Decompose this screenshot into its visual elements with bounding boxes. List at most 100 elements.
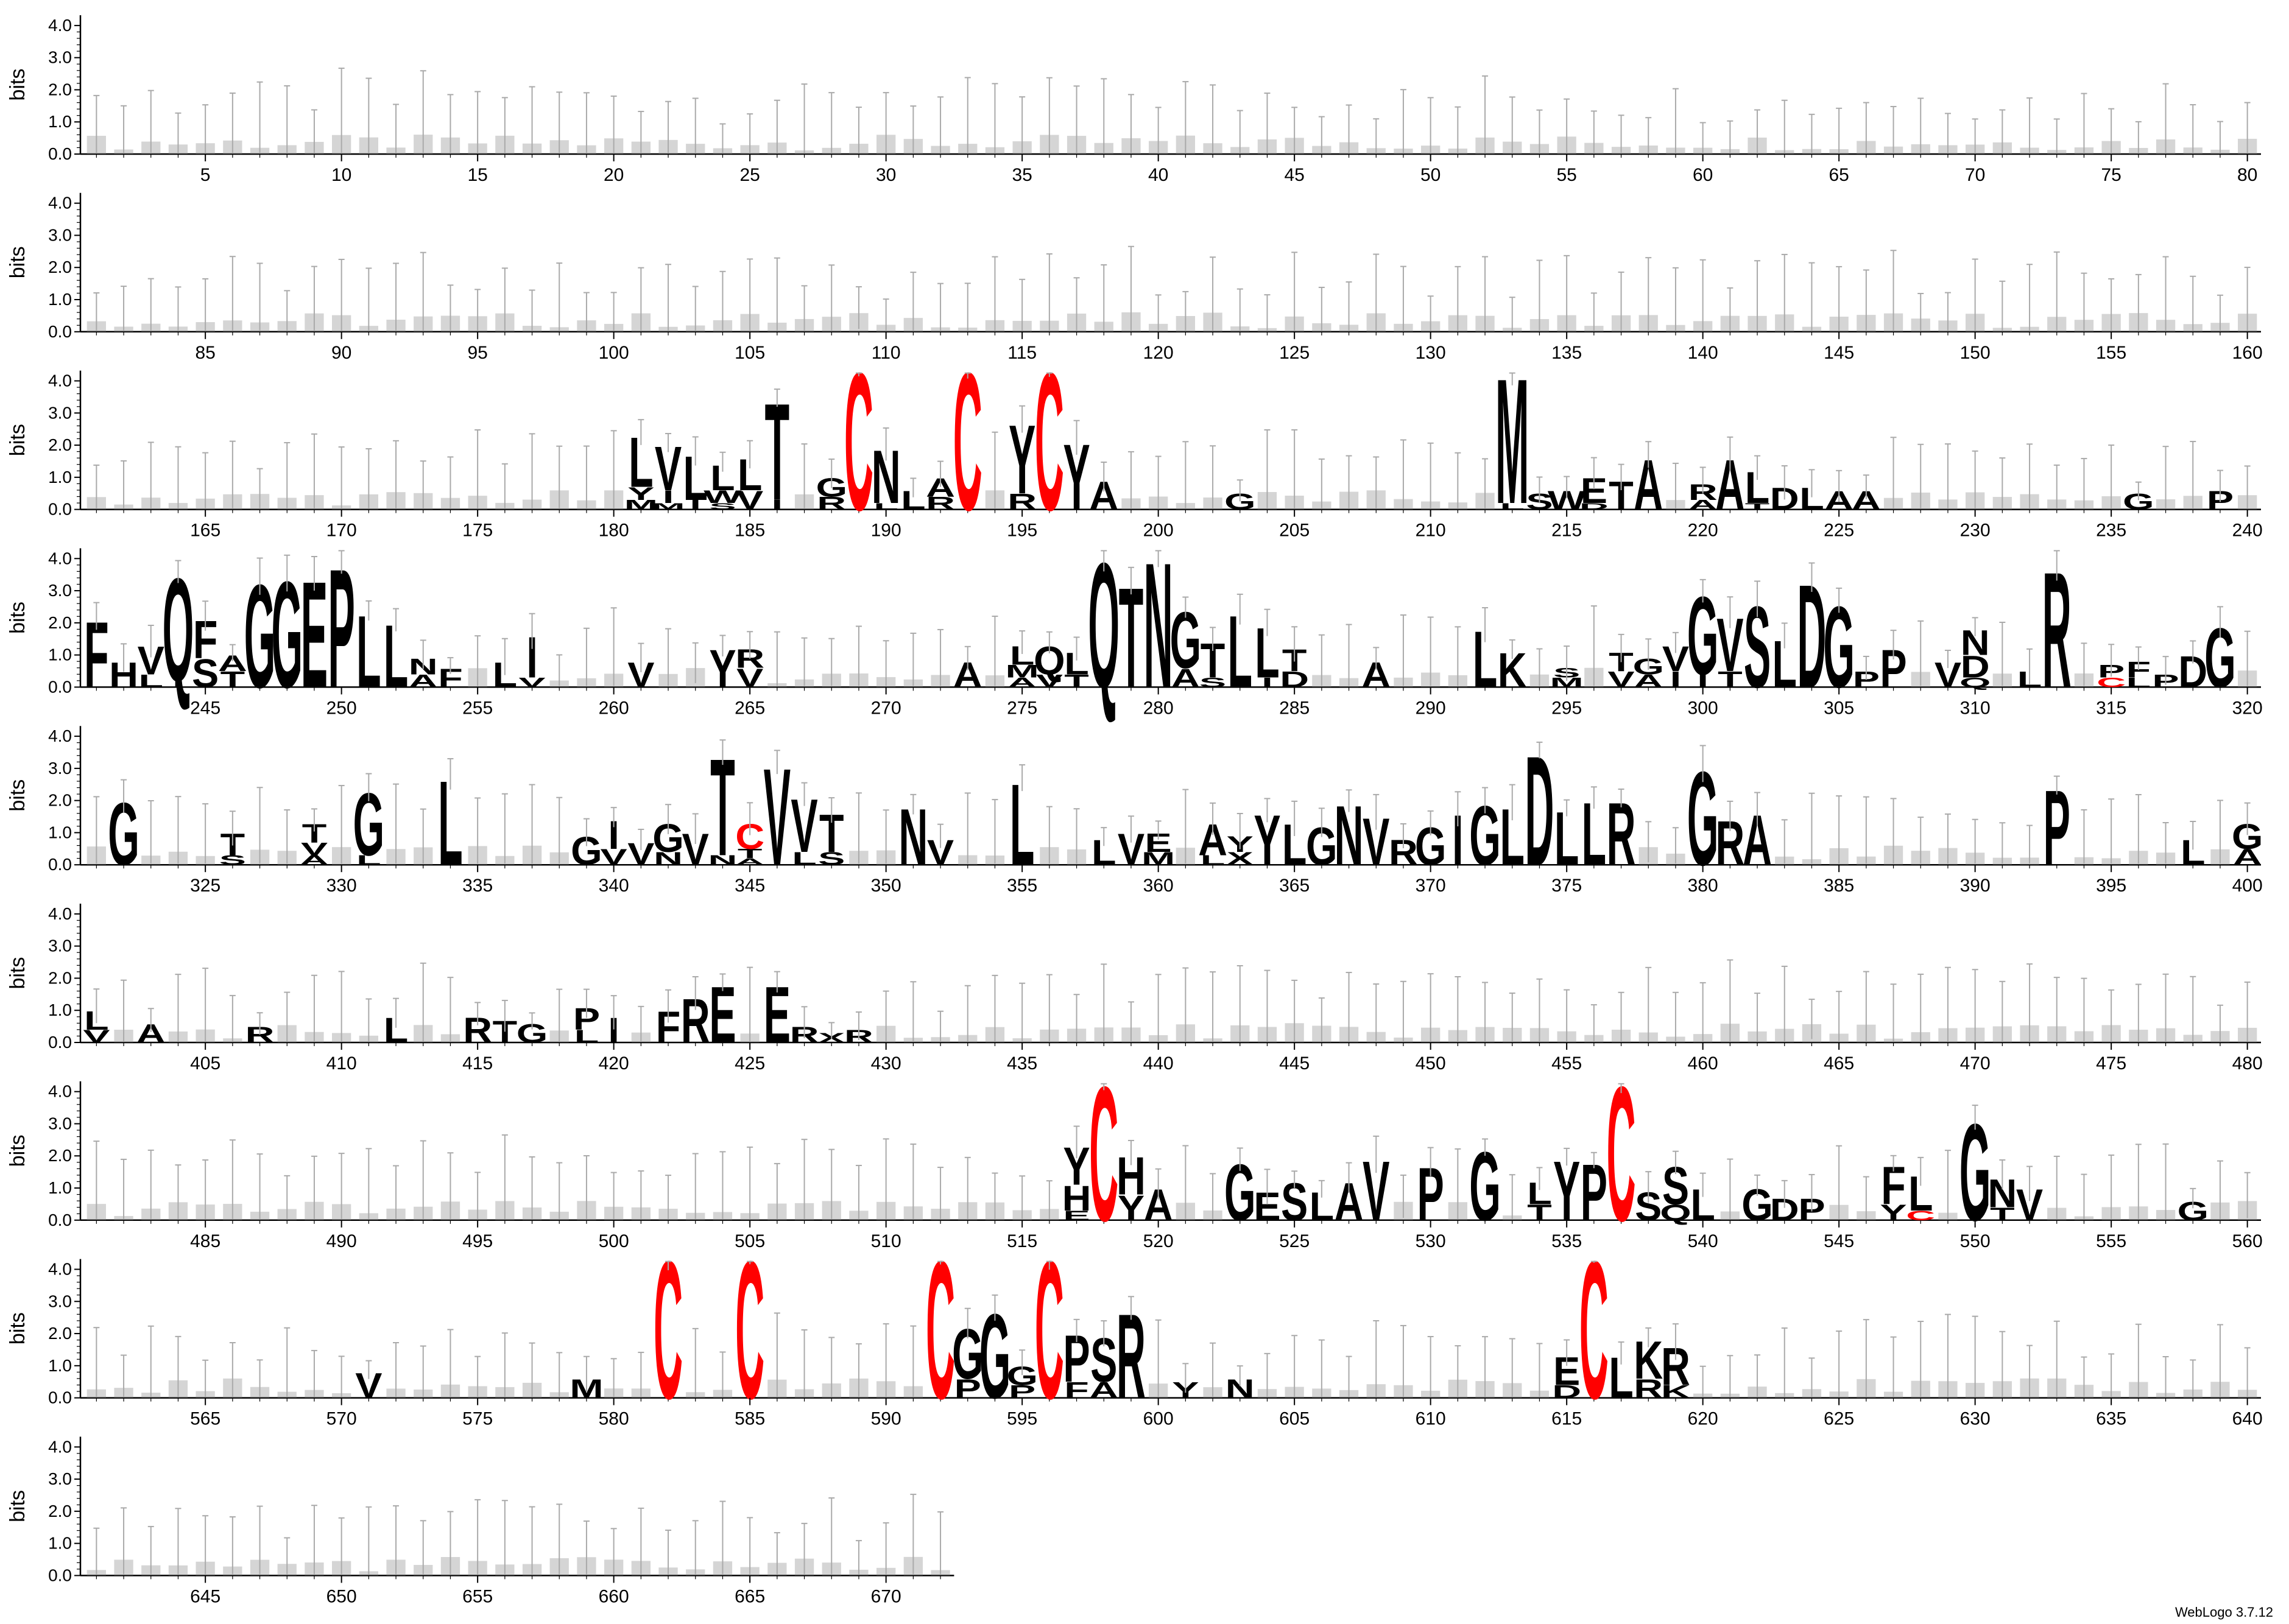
logo-column-601: Y [1172, 1363, 1199, 1403]
logo-column-612 [1475, 1336, 1495, 1402]
logo-column-624 [1802, 1357, 1822, 1402]
logo-column-176 [495, 463, 515, 513]
logo-column-308 [1911, 620, 1930, 691]
x-tick-label: 300 [1688, 698, 1718, 718]
logo-column-164 [168, 446, 188, 513]
logo-column-195: RY [1007, 405, 1037, 515]
logo-column-340: VI [601, 807, 627, 870]
logo-column-360: ME [1141, 820, 1175, 868]
logo-letter-Y: Y [1118, 1188, 1144, 1228]
x-tick-label: 180 [599, 521, 629, 541]
logo-column-639 [2210, 1324, 2230, 1402]
x-tick-label: 555 [2096, 1231, 2126, 1251]
logo-column-627 [1883, 1336, 1903, 1402]
logo-column-93 [414, 251, 433, 336]
x-tick-label: 30 [876, 165, 896, 185]
logo-column-583 [686, 1327, 705, 1402]
x-tick-label: 225 [1824, 521, 1854, 541]
logo-column-64 [1802, 113, 1822, 158]
x-tick-label: 510 [871, 1231, 901, 1251]
logo-column-175 [468, 429, 487, 513]
logo-column-529 [1394, 1174, 1413, 1224]
logo-column-236: G [2123, 481, 2154, 515]
logo-letter-L: L [1500, 502, 1525, 511]
logo-letter-I: I [690, 497, 701, 512]
logo-column-470 [1966, 969, 1985, 1046]
logo-column-493 [414, 1140, 433, 1224]
logo-column-618: RK [1634, 1327, 1663, 1404]
logo-column-219 [1666, 462, 1685, 513]
logo-column-366: G [1306, 807, 1338, 876]
logo-column-283: L [1227, 593, 1252, 709]
x-tick-label: 650 [326, 1586, 357, 1606]
logo-column-83 [141, 278, 161, 336]
logo-column-137 [1611, 271, 1631, 336]
logo-column-241: F [84, 602, 109, 708]
logo-column-567 [250, 1359, 270, 1402]
logo-column-213: LM [1495, 343, 1529, 542]
x-tick-label: 345 [735, 876, 765, 896]
logo-column-337 [522, 784, 542, 869]
logo-column-130 [1421, 295, 1441, 336]
logo-column-574 [440, 1329, 460, 1402]
x-tick-label: 255 [462, 698, 493, 718]
x-tick-label: 60 [1693, 165, 1713, 185]
logo-column-629 [1938, 1313, 1958, 1402]
x-tick-label: 285 [1279, 698, 1310, 718]
y-tick-label: 4.0 [48, 726, 72, 745]
logo-column-576 [495, 1332, 515, 1402]
x-tick-label: 405 [190, 1053, 220, 1074]
logo-letter-C: C [1035, 332, 1064, 552]
logo-column-457 [1611, 991, 1631, 1046]
logo-column-460 [1693, 982, 1713, 1046]
logo-column-309: V [1935, 650, 1961, 695]
logo-column-60 [1693, 122, 1713, 158]
logo-column-512 [931, 1167, 950, 1224]
x-tick-label: 125 [1279, 343, 1310, 363]
x-tick-label: 35 [1012, 165, 1032, 185]
logo-column-600 [1149, 1319, 1168, 1402]
logo-column-265: VR [735, 631, 764, 693]
logo-column-382: A [1743, 792, 1772, 881]
logo-column-70 [1966, 118, 1985, 158]
logo-column-397 [2156, 821, 2176, 869]
logo-column-513 [958, 1156, 978, 1224]
logo-column-80 [2238, 102, 2257, 158]
logo-column-120 [1149, 294, 1168, 336]
x-tick-label: 350 [871, 876, 901, 896]
y-tick-label: 2.0 [48, 968, 72, 987]
logo-column-396 [2129, 793, 2148, 869]
y-tick-label: 4.0 [48, 1259, 72, 1278]
logo-column-293: K [1498, 639, 1527, 698]
logo-column-205 [1285, 429, 1304, 513]
logo-column-569 [305, 1349, 324, 1402]
logo-column-606 [1312, 1339, 1331, 1402]
logo-column-565 [196, 1359, 215, 1402]
y-axis-label: bits [6, 779, 29, 812]
logo-column-258 [549, 654, 569, 691]
logo-column-100 [604, 292, 624, 336]
logo-letter-S: S [709, 502, 736, 511]
logo-column-464 [1802, 999, 1822, 1046]
logo-column-420: I [608, 995, 619, 1050]
x-tick-label: 265 [735, 698, 765, 718]
logo-column-149 [1938, 292, 1958, 336]
logo-column-356 [1040, 806, 1059, 869]
logo-column-630 [1966, 1315, 1985, 1402]
logo-column-303: L [1772, 622, 1797, 702]
logo-letter-W: W [704, 487, 742, 507]
logo-column-188: RG [816, 459, 847, 513]
y-tick-label: 4.0 [48, 1082, 72, 1101]
logo-column-523: G [1224, 1147, 1256, 1238]
logo-column-239: P [2207, 469, 2234, 515]
logo-column-38 [1094, 78, 1113, 158]
logo-column-364: Y [1254, 798, 1281, 881]
logo-column-295: MS [1550, 645, 1584, 691]
y-tick-label: 2.0 [48, 258, 72, 276]
x-tick-label: 145 [1824, 343, 1854, 363]
logo-letter-R: R [926, 493, 955, 513]
logo-letter-S: S [1199, 675, 1226, 690]
x-tick-label: 105 [735, 343, 765, 363]
logo-column-287 [1339, 624, 1359, 691]
